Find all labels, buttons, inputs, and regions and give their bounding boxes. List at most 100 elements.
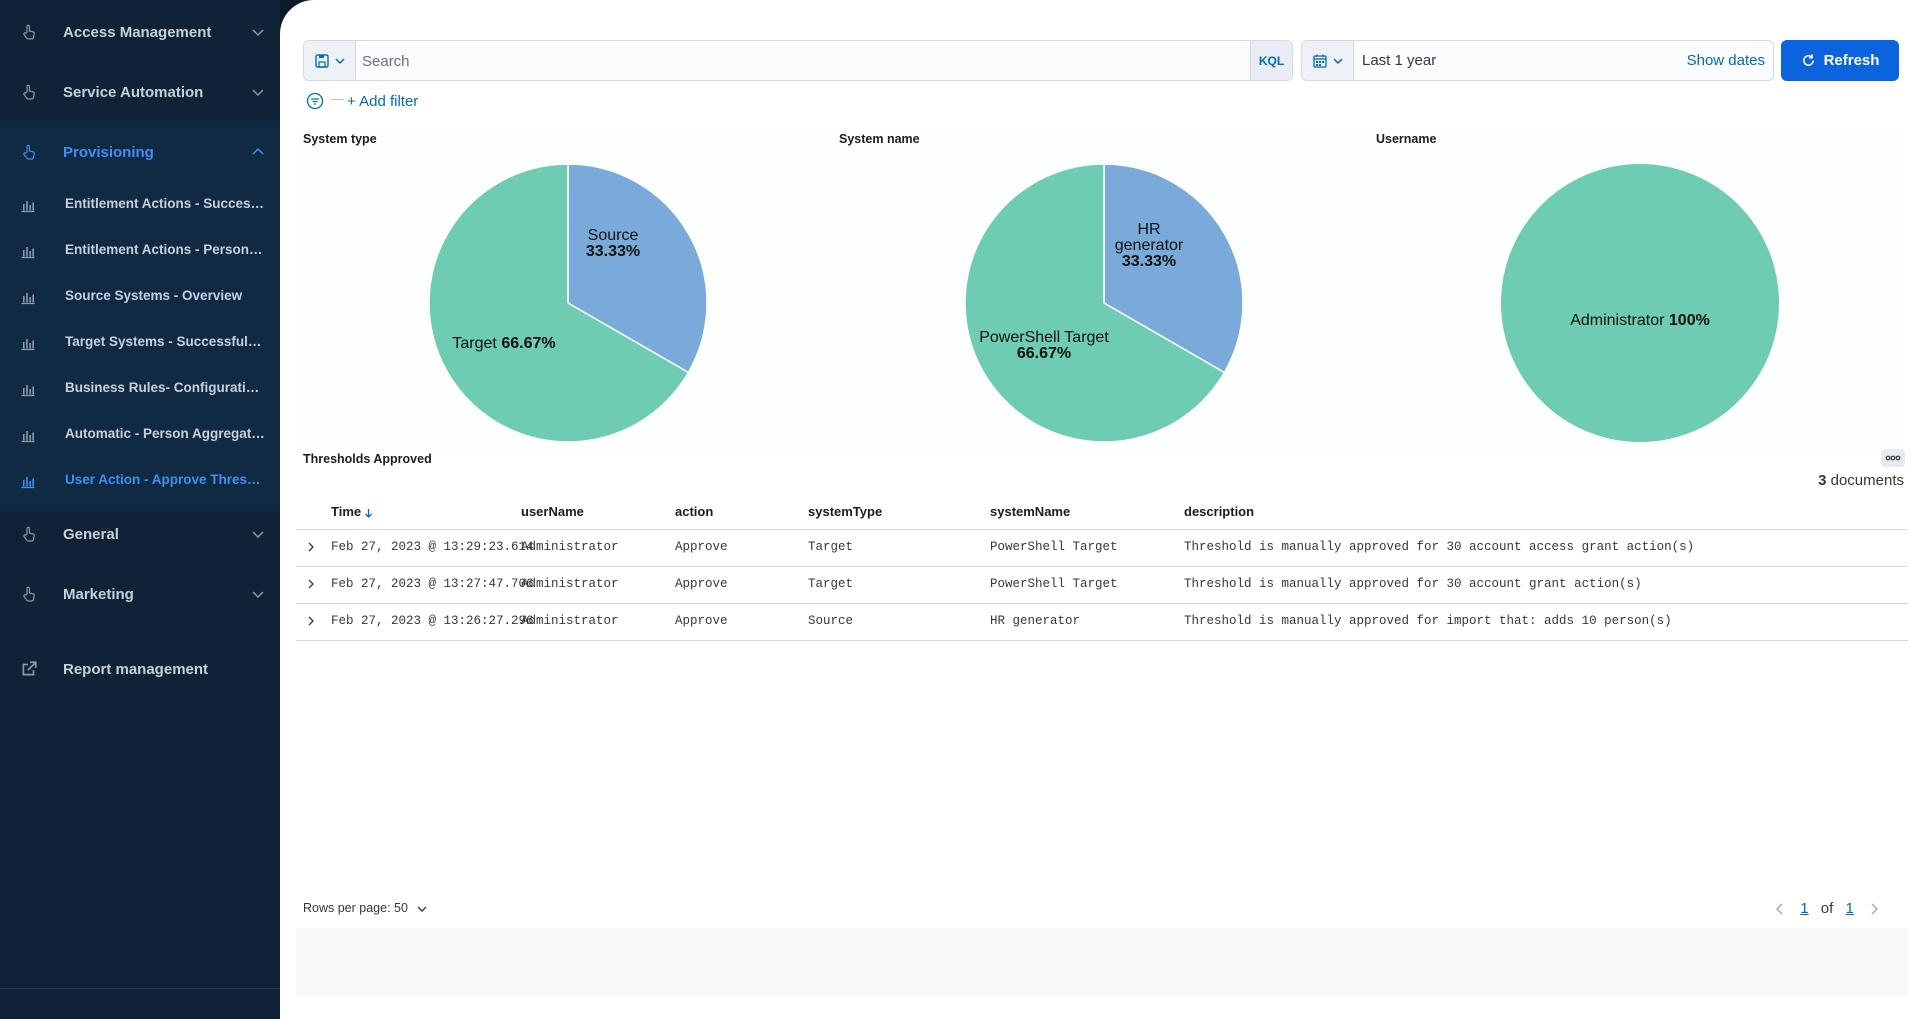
sidebar-item-dashboard[interactable]: Business Rules- Configuration ... bbox=[0, 367, 280, 411]
pie-slice-name: Administrator bbox=[1570, 312, 1669, 329]
kql-language-toggle[interactable]: KQL bbox=[1250, 41, 1292, 80]
bar-chart-icon bbox=[21, 201, 35, 213]
page-current-link[interactable]: 1 bbox=[1800, 900, 1809, 917]
pie-chart-system-type: Source 33.33% Target 66.67% bbox=[428, 163, 708, 443]
save-icon bbox=[315, 54, 329, 68]
rows-per-page-selector[interactable]: Rows per page: 50 bbox=[303, 901, 427, 915]
rows-per-page-label: Rows per page: 50 bbox=[303, 901, 408, 915]
more-dots-icon bbox=[1885, 455, 1901, 461]
hand-pointer-icon bbox=[23, 84, 35, 100]
chevron-down-icon bbox=[252, 591, 264, 599]
panel-title-system-name: System name bbox=[839, 132, 920, 146]
chevron-right-icon[interactable] bbox=[1870, 903, 1878, 915]
column-header-time[interactable]: Time bbox=[331, 504, 373, 519]
hand-pointer-icon bbox=[23, 24, 35, 40]
table-header-divider bbox=[296, 529, 1908, 530]
expand-row-icon[interactable] bbox=[304, 540, 318, 554]
column-header-label: action bbox=[675, 504, 714, 519]
hand-pointer-icon bbox=[23, 526, 35, 542]
table-cell-systemname: PowerShell Target bbox=[990, 577, 1118, 591]
chevron-down-icon bbox=[252, 531, 264, 539]
sidebar-item-dashboard[interactable]: Target Systems - Successful O... bbox=[0, 321, 280, 365]
chevron-down-icon bbox=[252, 29, 264, 37]
expand-row-icon[interactable] bbox=[304, 614, 318, 628]
sidebar-section-service-automation[interactable]: Service Automation bbox=[0, 62, 280, 122]
sidebar-item-dashboard[interactable]: Entitlement Actions - Succesfu... bbox=[0, 183, 280, 227]
pie-slice-label: Target 66.67% bbox=[452, 335, 555, 352]
report-management-link[interactable]: Report management bbox=[0, 639, 280, 699]
pie-slice-name: PowerShell Target bbox=[979, 329, 1109, 346]
pie-slice[interactable] bbox=[1501, 164, 1779, 442]
page-of-label: of bbox=[1820, 900, 1834, 917]
column-header-username[interactable]: userName bbox=[521, 504, 584, 519]
sidebar-item-dashboard[interactable]: Entitlement Actions - Person O... bbox=[0, 229, 280, 273]
pie-slice[interactable] bbox=[428, 163, 690, 443]
column-header-systemtype[interactable]: systemType bbox=[808, 504, 882, 519]
show-dates-link[interactable]: Show dates bbox=[1686, 52, 1765, 69]
pie-slice-name: Source bbox=[588, 227, 639, 244]
column-header-description[interactable]: description bbox=[1184, 504, 1254, 519]
pie-slice-name: HR bbox=[1137, 221, 1160, 238]
query-bar: KQL bbox=[303, 40, 1293, 81]
panel-footer-area bbox=[296, 928, 1908, 996]
sidebar-section-access-management[interactable]: Access Management bbox=[0, 2, 280, 62]
sidebar-section-provisioning[interactable]: Provisioning bbox=[0, 122, 280, 182]
quick-date-menu-button[interactable] bbox=[1302, 41, 1354, 80]
pie-slice-percent: 33.33% bbox=[1122, 253, 1176, 270]
table-cell-time: Feb 27, 2023 @ 13:27:47.706 bbox=[331, 577, 534, 591]
provisioning-section-bg bbox=[0, 121, 280, 511]
sidebar-item-label: Business Rules- Configuration ... bbox=[65, 380, 265, 395]
pie-chart-system-name: HR generator 33.33% PowerShell Target 66.67% bbox=[964, 163, 1244, 443]
sidebar-item-dashboard[interactable]: Source Systems - Overview bbox=[0, 275, 280, 319]
bar-chart-icon bbox=[21, 339, 35, 351]
filter-separator: — bbox=[331, 91, 344, 106]
pie-slice-label: Administrator 100% bbox=[1570, 312, 1710, 329]
document-count-value: 3 bbox=[1818, 472, 1827, 489]
expand-row-icon[interactable] bbox=[304, 577, 318, 591]
sidebar-item-label: Source Systems - Overview bbox=[65, 288, 243, 303]
sidebar-section-label: Service Automation bbox=[63, 83, 204, 101]
sidebar-item-label: Entitlement Actions - Succesfu... bbox=[65, 196, 265, 211]
pie-slice[interactable] bbox=[1103, 163, 1244, 374]
external-link-icon bbox=[22, 661, 37, 676]
table-cell-systemname: PowerShell Target bbox=[990, 540, 1118, 554]
table-cell-action: Approve bbox=[675, 540, 728, 554]
document-count-suffix: documents bbox=[1826, 472, 1904, 489]
search-input[interactable] bbox=[362, 50, 1222, 72]
date-range-text[interactable]: Last 1 year bbox=[1362, 52, 1437, 69]
panel-options-button[interactable] bbox=[1881, 449, 1905, 467]
pie-slice-name: Target bbox=[452, 335, 501, 352]
pie-slice-percent: 33.33% bbox=[586, 243, 640, 260]
pie-slice-percent: 66.67% bbox=[501, 335, 555, 352]
sort-descending-icon[interactable] bbox=[364, 508, 373, 518]
pie-slice[interactable] bbox=[567, 163, 708, 374]
sidebar-item-dashboard[interactable]: Automatic - Person Aggregatio... bbox=[0, 413, 280, 457]
sidebar-item-dashboard[interactable]: User Action - Approve Threshol... bbox=[0, 459, 280, 503]
column-header-label: userName bbox=[521, 504, 584, 519]
table-cell-time: Feb 27, 2023 @ 13:29:23.614 bbox=[331, 540, 534, 554]
page-total-link[interactable]: 1 bbox=[1845, 900, 1854, 917]
pie-slice-percent: 100% bbox=[1669, 312, 1710, 329]
sidebar-section-label: Access Management bbox=[63, 23, 212, 41]
date-picker: Last 1 year Show dates bbox=[1301, 40, 1774, 81]
column-header-systemname[interactable]: systemName bbox=[990, 504, 1070, 519]
sidebar: Access Management Service Automation Provi… bbox=[0, 0, 280, 1019]
saved-query-button[interactable] bbox=[304, 41, 356, 80]
refresh-button[interactable]: Refresh bbox=[1781, 40, 1899, 81]
sidebar-section-general[interactable]: General bbox=[0, 504, 280, 564]
sidebar-section-marketing[interactable]: Marketing bbox=[0, 564, 280, 624]
table-cell-description: Threshold is manually approved for 30 ac… bbox=[1184, 540, 1695, 554]
chevron-left-icon[interactable] bbox=[1776, 903, 1784, 915]
filter-options-icon[interactable] bbox=[306, 92, 324, 110]
bar-chart-icon bbox=[21, 477, 35, 489]
column-header-action[interactable]: action bbox=[675, 504, 713, 519]
pie-slice[interactable] bbox=[964, 163, 1226, 443]
pie-slice-label: HR generator 33.33% bbox=[1115, 221, 1184, 270]
sidebar-item-label: User Action - Approve Threshol... bbox=[65, 472, 265, 487]
table-row: Feb 27, 2023 @ 13:26:27.296 Administrator… bbox=[296, 604, 1908, 641]
pie-slice-name: generator bbox=[1115, 237, 1184, 254]
add-filter-link[interactable]: + Add filter bbox=[347, 93, 419, 110]
report-management-label: Report management bbox=[63, 660, 209, 678]
table-cell-description: Threshold is manually approved for 30 ac… bbox=[1184, 577, 1642, 591]
main-content: KQL Last 1 year Show dates Refresh — + A… bbox=[280, 0, 1920, 1019]
